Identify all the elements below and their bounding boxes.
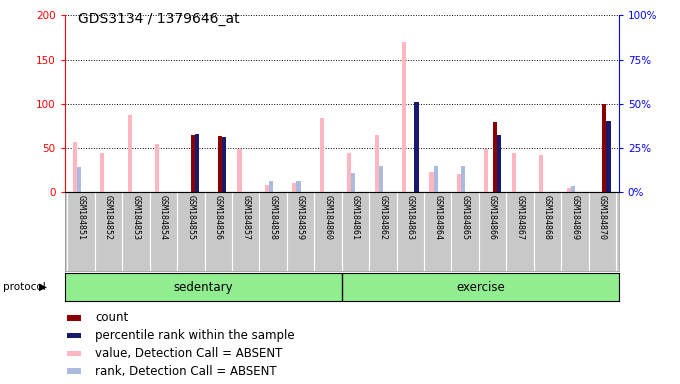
- Bar: [195, 134, 199, 192]
- Bar: [414, 102, 418, 192]
- Text: GSM184861: GSM184861: [351, 195, 360, 240]
- Bar: [512, 153, 516, 192]
- Bar: [402, 42, 406, 192]
- Bar: [571, 186, 575, 192]
- Bar: [237, 149, 241, 192]
- Bar: [375, 135, 379, 192]
- Bar: [265, 185, 269, 192]
- Bar: [218, 136, 222, 192]
- Bar: [602, 104, 607, 192]
- Text: GSM184854: GSM184854: [159, 195, 168, 240]
- Text: GSM184864: GSM184864: [433, 195, 442, 240]
- Bar: [155, 144, 159, 192]
- Text: count: count: [95, 311, 129, 324]
- Bar: [292, 183, 296, 192]
- Text: GSM184860: GSM184860: [324, 195, 333, 240]
- Bar: [379, 166, 383, 192]
- Text: GSM184862: GSM184862: [378, 195, 388, 240]
- Text: GSM184867: GSM184867: [515, 195, 524, 240]
- Text: protocol: protocol: [3, 282, 46, 292]
- Text: GSM184856: GSM184856: [214, 195, 223, 240]
- Bar: [269, 181, 273, 192]
- FancyBboxPatch shape: [67, 368, 81, 374]
- Text: sedentary: sedentary: [173, 281, 233, 293]
- Text: exercise: exercise: [456, 281, 505, 293]
- Text: GSM184870: GSM184870: [598, 195, 607, 240]
- Bar: [100, 153, 105, 192]
- Text: GSM184865: GSM184865: [460, 195, 470, 240]
- Bar: [457, 174, 461, 192]
- Text: GSM184859: GSM184859: [296, 195, 305, 240]
- Bar: [492, 122, 496, 192]
- Text: GSM184857: GSM184857: [241, 195, 250, 240]
- FancyBboxPatch shape: [67, 351, 81, 356]
- Text: ▶: ▶: [39, 282, 48, 292]
- Text: rank, Detection Call = ABSENT: rank, Detection Call = ABSENT: [95, 364, 277, 377]
- Text: GDS3134 / 1379646_at: GDS3134 / 1379646_at: [78, 12, 240, 25]
- Bar: [484, 149, 488, 192]
- Text: percentile rank within the sample: percentile rank within the sample: [95, 329, 294, 342]
- Bar: [128, 115, 132, 192]
- Text: GSM184855: GSM184855: [186, 195, 195, 240]
- Bar: [352, 172, 356, 192]
- Bar: [222, 137, 226, 192]
- FancyBboxPatch shape: [67, 315, 81, 321]
- Text: GSM184858: GSM184858: [269, 195, 277, 240]
- Bar: [296, 181, 301, 192]
- Text: GSM184863: GSM184863: [406, 195, 415, 240]
- Text: GSM184866: GSM184866: [488, 195, 497, 240]
- Bar: [77, 167, 81, 192]
- Text: GSM184852: GSM184852: [104, 195, 113, 240]
- Bar: [191, 135, 195, 192]
- Bar: [347, 153, 352, 192]
- Bar: [566, 188, 571, 192]
- Text: GSM184851: GSM184851: [77, 195, 86, 240]
- Bar: [496, 135, 501, 192]
- Bar: [461, 166, 465, 192]
- Text: GSM184869: GSM184869: [571, 195, 579, 240]
- Bar: [73, 142, 77, 192]
- Bar: [607, 121, 611, 192]
- Bar: [434, 166, 438, 192]
- Bar: [539, 155, 543, 192]
- Bar: [430, 172, 434, 192]
- Text: value, Detection Call = ABSENT: value, Detection Call = ABSENT: [95, 347, 282, 360]
- Bar: [320, 118, 324, 192]
- FancyBboxPatch shape: [67, 333, 81, 338]
- Text: GSM184868: GSM184868: [543, 195, 552, 240]
- Text: GSM184853: GSM184853: [131, 195, 141, 240]
